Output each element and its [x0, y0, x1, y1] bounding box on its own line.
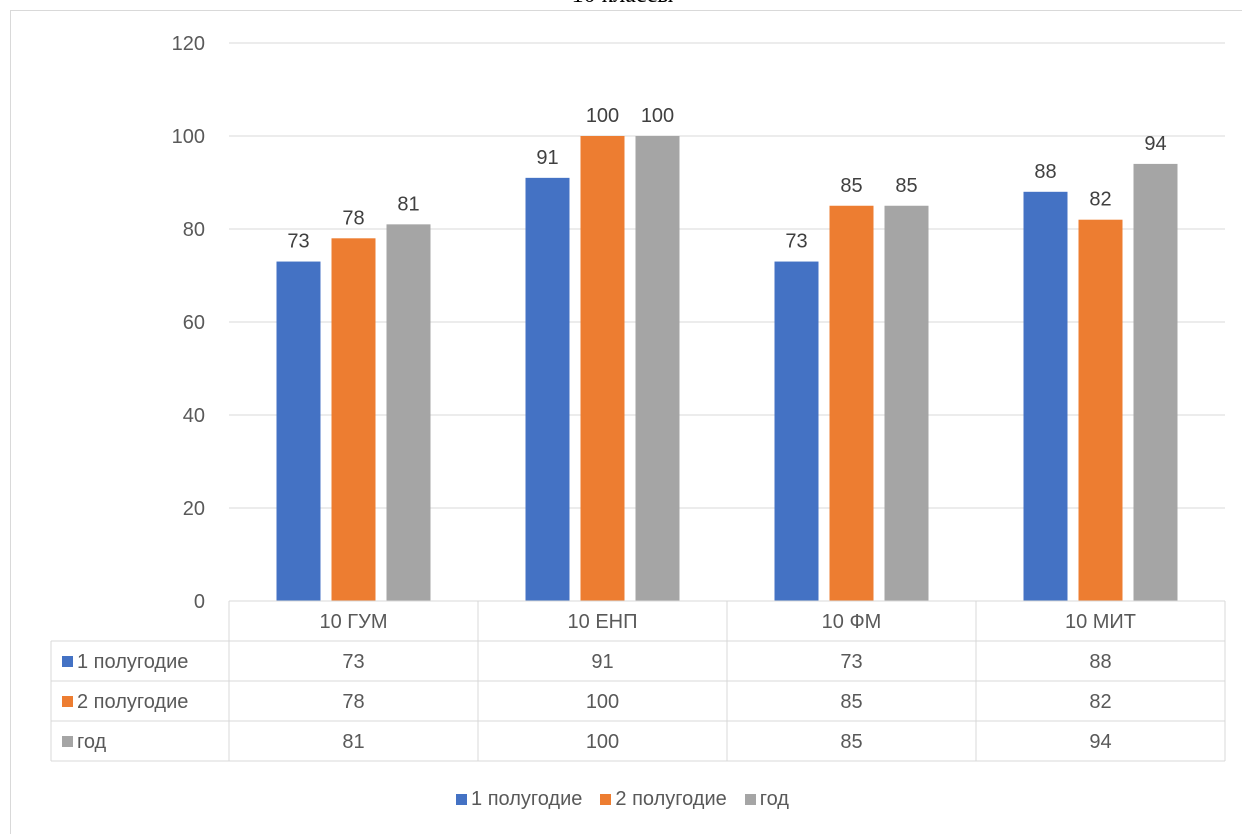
legend-label: 1 полугодие	[471, 788, 583, 810]
x-tick-label: 10 ЕНП	[568, 611, 638, 633]
legend-label: 2 полугодие	[615, 788, 727, 810]
table-cell: 85	[840, 691, 862, 713]
data-label: 73	[785, 231, 807, 253]
bar	[1133, 163, 1178, 601]
legend-swatch	[456, 794, 468, 805]
legend-item: год	[744, 788, 789, 811]
data-label: 82	[1089, 189, 1111, 211]
data-label: 85	[895, 175, 917, 197]
table-cell: 100	[586, 691, 619, 713]
data-label: 100	[641, 105, 674, 127]
table-cell: 82	[1089, 691, 1111, 713]
y-tick-label: 100	[172, 126, 205, 148]
y-tick-label: 120	[172, 33, 205, 55]
bar	[884, 205, 929, 601]
bar	[331, 238, 376, 602]
x-tick-label: 10 МИТ	[1065, 611, 1136, 633]
table-cell: 73	[342, 651, 364, 673]
bar	[1078, 219, 1123, 601]
data-label: 73	[287, 231, 309, 253]
bar	[386, 224, 431, 601]
data-label: 100	[586, 105, 619, 127]
y-tick-label: 80	[183, 219, 205, 241]
table-cell: 81	[342, 731, 364, 753]
x-tick-label: 10 ГУМ	[320, 611, 388, 633]
y-tick-label: 60	[183, 312, 205, 334]
chart-frame	[10, 10, 1242, 834]
bar	[1023, 191, 1068, 602]
bar	[276, 261, 321, 601]
table-legend-key	[62, 696, 73, 707]
data-label: 78	[342, 207, 364, 229]
legend-swatch	[600, 794, 612, 805]
bar	[774, 261, 819, 601]
table-cell: 78	[342, 691, 364, 713]
y-tick-label: 20	[183, 498, 205, 520]
y-tick-label: 40	[183, 405, 205, 427]
table-series-name: год	[77, 731, 107, 753]
legend-swatch	[744, 794, 756, 805]
table-cell: 91	[591, 651, 613, 673]
chart-title: 10 классы	[0, 0, 1245, 9]
legend-label: год	[759, 788, 789, 810]
table-legend-key	[62, 656, 73, 667]
table-cell: 100	[586, 731, 619, 753]
chart-legend: 1 полугодие 2 полугодие год	[0, 788, 1245, 811]
data-label: 94	[1144, 133, 1166, 155]
data-label: 91	[536, 147, 558, 169]
y-tick-label: 0	[194, 591, 205, 613]
legend-item: 1 полугодие	[456, 788, 582, 811]
data-label: 88	[1034, 161, 1056, 183]
bar	[829, 205, 874, 601]
table-cell: 88	[1089, 651, 1111, 673]
bar	[525, 177, 570, 601]
bar	[580, 136, 625, 601]
table-cell: 73	[840, 651, 862, 673]
x-tick-label: 10 ФМ	[822, 611, 882, 633]
table-series-name: 1 полугодие	[77, 651, 188, 673]
data-label: 81	[397, 193, 419, 215]
table-cell: 85	[840, 731, 862, 753]
table-cell: 94	[1089, 731, 1111, 753]
bar	[635, 136, 680, 601]
table-series-name: 2 полугодие	[77, 691, 188, 713]
data-label: 85	[840, 175, 862, 197]
legend-item: 2 полугодие	[600, 788, 727, 811]
table-legend-key	[62, 736, 73, 747]
